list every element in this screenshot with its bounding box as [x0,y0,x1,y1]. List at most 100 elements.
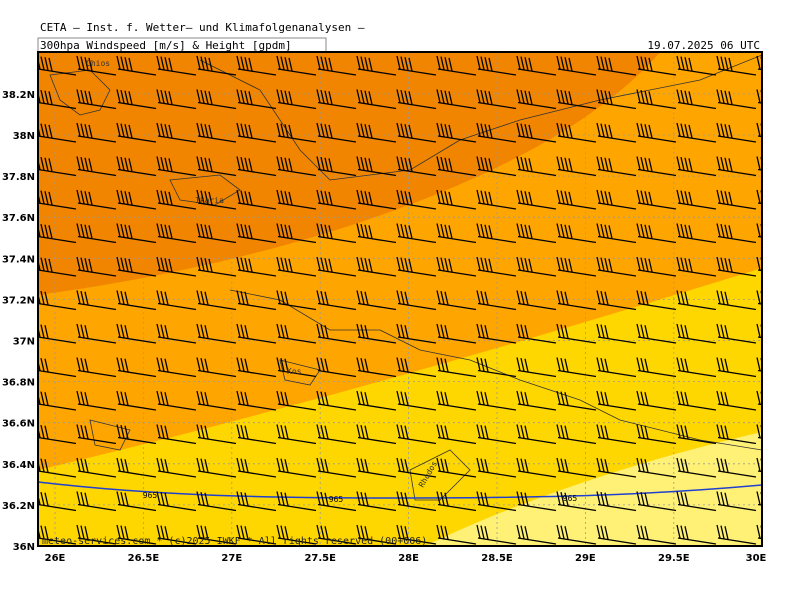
wind-barb [356,223,397,244]
wind-barb [716,290,757,311]
barb-shaft [757,202,762,205]
wind-barb [356,524,397,545]
barb-shaft [637,537,677,545]
barb-flag [636,223,641,237]
barb-flag [440,89,445,104]
barb-flag [440,491,445,506]
barb-shaft [157,302,197,311]
barb-shaft [437,503,477,512]
barb-flag [528,191,533,206]
barb-flag [448,258,453,273]
barb-flag [440,257,445,271]
barb-flag [600,391,605,405]
wind-barb [716,223,757,244]
barb-flag [765,124,768,137]
barb-flag [396,390,401,405]
barb-flag [396,323,401,338]
barb-flag [608,225,613,239]
barb-flag [648,124,653,139]
barb-shaft [757,470,762,473]
barb-flag [556,357,561,371]
barb-flag [720,424,725,439]
barb-flag [484,224,489,238]
barb-flag [480,290,485,305]
barb-shaft [77,101,117,110]
barb-flag [676,524,681,539]
map-area [38,52,768,546]
barb-flag [80,525,85,539]
wind-barb [116,524,157,545]
barb-flag [408,91,413,105]
barb-flag [556,290,561,304]
barb-flag [716,122,721,137]
barb-flag [560,525,565,539]
barb-flag [240,89,245,104]
barb-flag [648,258,653,273]
wind-barb [636,55,677,76]
barb-flag [644,224,649,238]
barb-flag [436,357,441,371]
barb-flag [196,323,201,338]
barb-shaft [38,269,77,277]
barb-flag [360,156,365,171]
wind-barb [636,89,677,110]
barb-shaft [717,235,757,244]
barb-flag [644,258,649,272]
wind-barb [76,189,117,210]
barb-flag [316,524,321,539]
barb-flag [720,257,725,271]
barb-flag [528,124,533,139]
barb-shaft [597,235,637,244]
barb-flag [360,357,365,372]
barb-shaft [717,68,757,76]
wind-barb [676,424,717,445]
barb-flag [640,89,645,104]
wind-barb [436,457,477,478]
barb-flag [240,324,245,338]
barb-shaft [597,403,637,411]
barb-flag [116,323,121,338]
barb-shaft [677,403,717,411]
barb-flag [128,225,133,239]
barb-shaft [437,101,477,110]
wind-barb [196,424,237,445]
barb-flag [324,258,329,272]
barb-shaft [517,302,557,311]
barb-flag [320,290,325,305]
barb-flag [688,91,693,105]
barb-shaft [437,436,477,445]
barb-flag [440,391,445,405]
barb-flag [720,56,725,70]
barb-flag [240,156,245,171]
barb-flag [444,157,449,171]
barb-flag [284,124,289,138]
barb-flag [164,325,169,339]
barb-flag [440,290,445,305]
barb-flag [596,491,601,505]
barb-flag [76,55,81,70]
barb-flag [604,325,609,339]
lat-label: 37.8N [2,172,35,183]
barb-flag [684,90,689,104]
barb-flag [276,290,281,304]
wind-barb [396,223,437,244]
barb-shaft [677,503,717,512]
barb-flag [40,324,45,338]
barb-shaft [477,537,517,545]
barb-flag [236,256,241,271]
barb-flag [316,424,321,438]
barb-flag [120,123,125,137]
barb-shaft [597,336,637,344]
barb-flag [284,157,289,171]
barb-flag [76,491,81,505]
barb-flag [600,290,605,305]
barb-flag [284,425,289,439]
wind-barb [396,357,437,378]
barb-flag [40,123,45,137]
wind-barb [516,122,557,143]
barb-flag [240,424,245,439]
barb-flag [720,525,725,539]
barb-flag [204,358,209,372]
product-label: 300hpa_Windspeed_[m/s]_&_Height_[gpdm] [40,39,292,52]
